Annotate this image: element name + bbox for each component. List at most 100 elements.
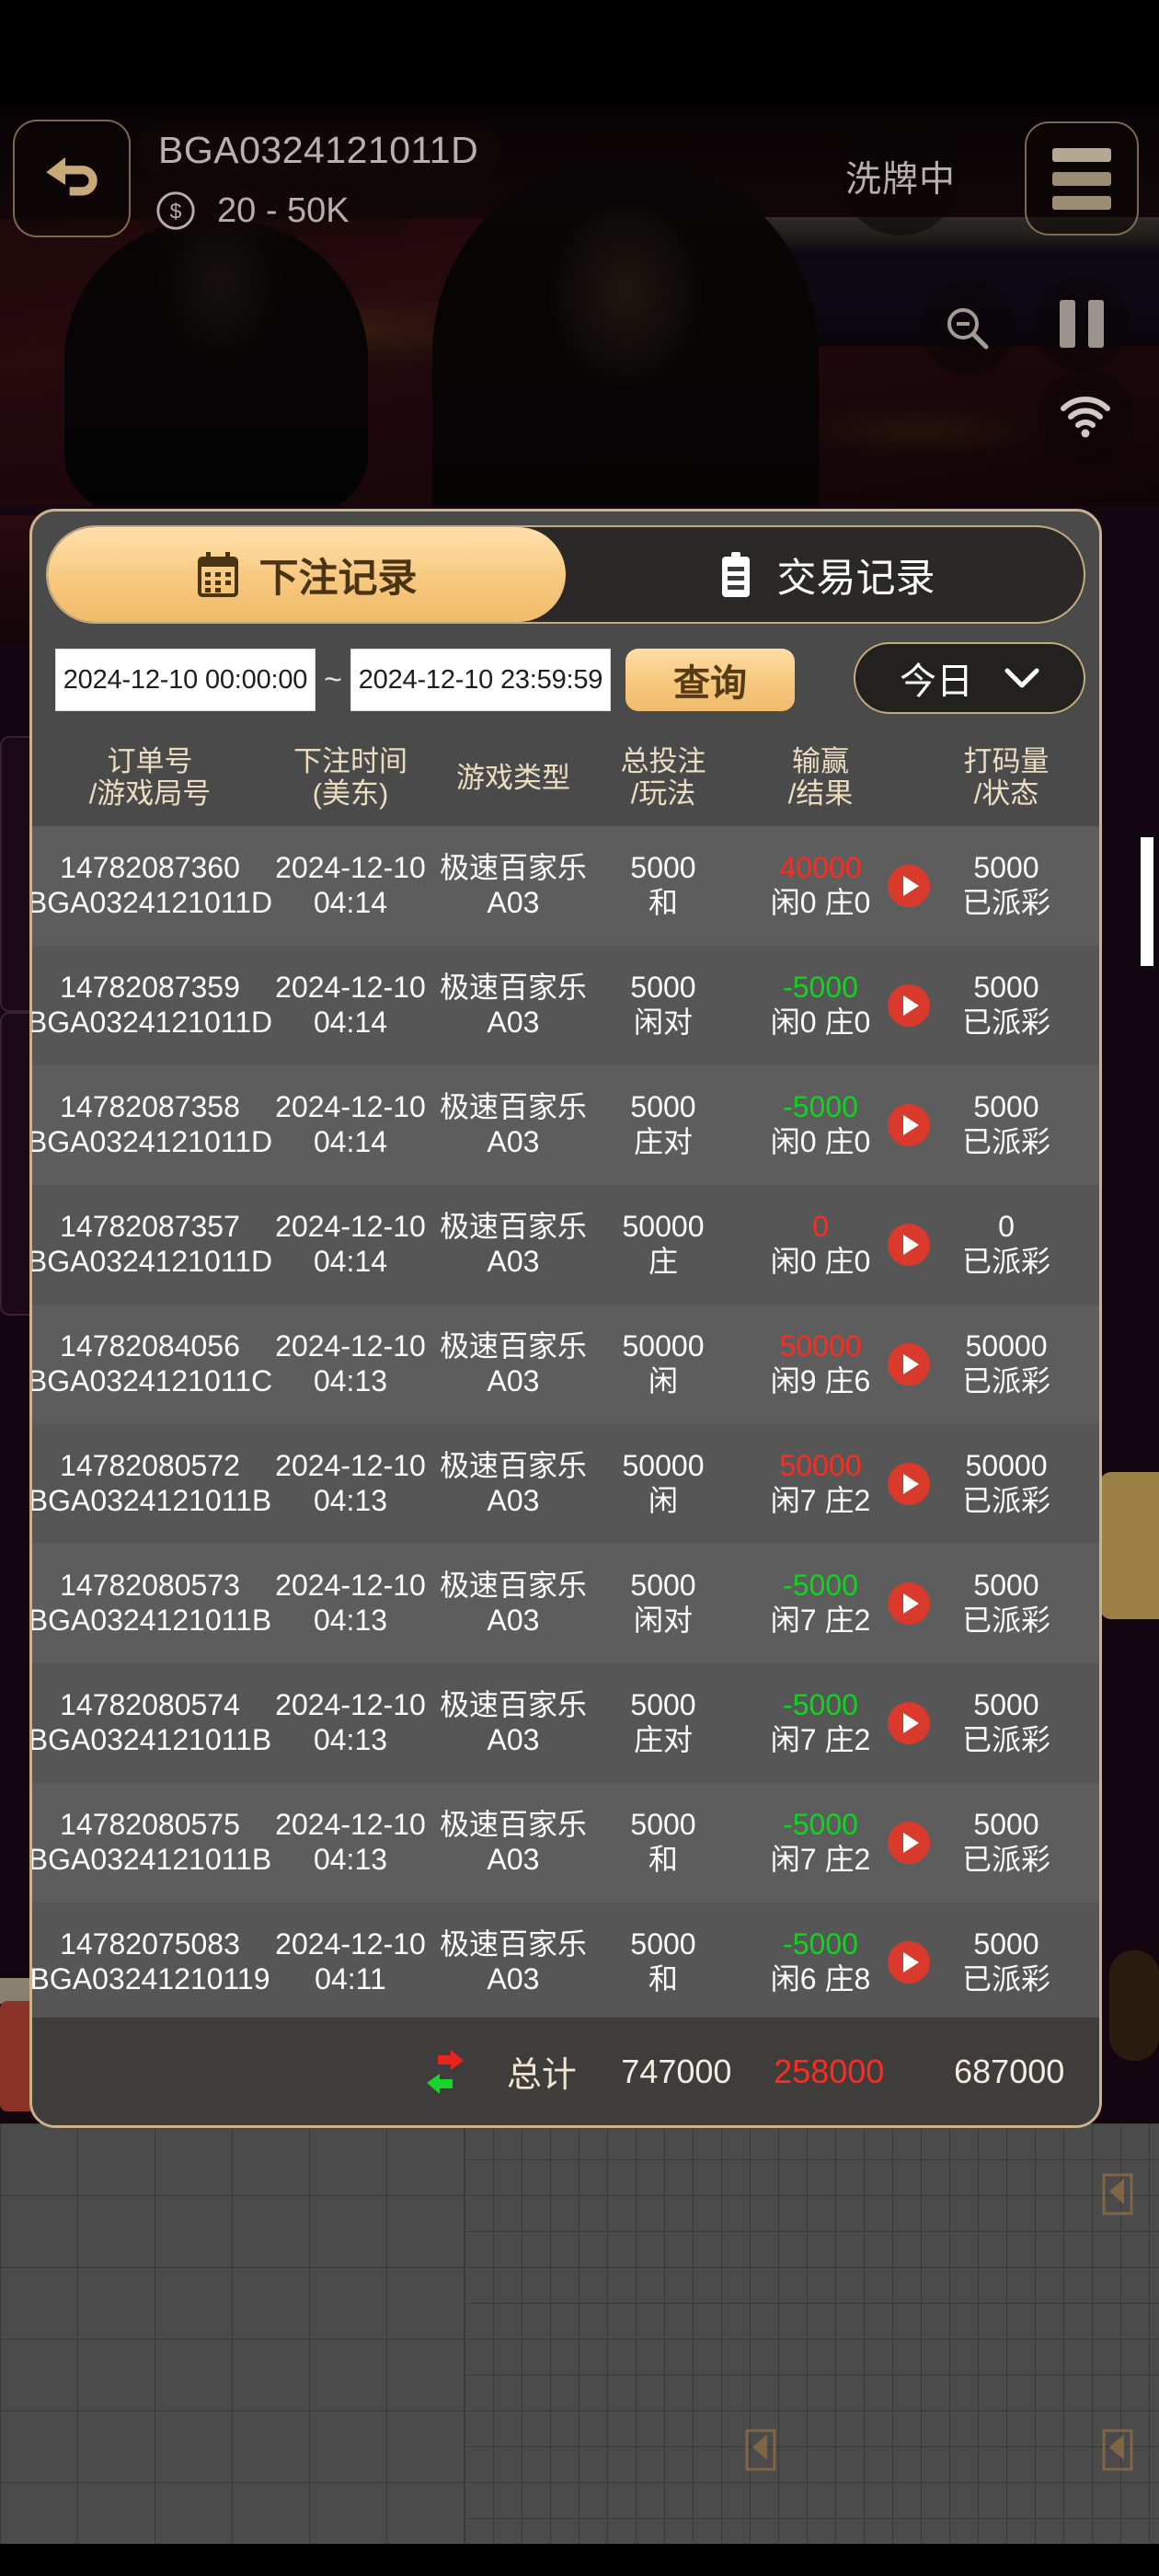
zoom-out-button[interactable] bbox=[920, 281, 1016, 376]
svg-text:$: $ bbox=[170, 200, 182, 224]
date-range-separator: ~ bbox=[324, 661, 342, 697]
play-icon[interactable] bbox=[888, 865, 930, 907]
play-icon[interactable] bbox=[888, 1582, 930, 1625]
network-status-button[interactable] bbox=[1038, 368, 1133, 464]
date-range-value: 今日 bbox=[900, 661, 973, 702]
cell-bet-time: 2024-12-10 04:13 bbox=[275, 1449, 426, 1517]
tab-betting-records-label: 下注记录 bbox=[258, 556, 418, 601]
background-decor-right-1 bbox=[1100, 1472, 1159, 1619]
cell-total-bet: 50000 闲 bbox=[622, 1449, 705, 1517]
play-icon[interactable] bbox=[888, 984, 930, 1027]
cell-order-no: 14782075083 BGA03241210119 bbox=[32, 1927, 270, 1995]
play-icon[interactable] bbox=[888, 1822, 930, 1864]
cell-turnover: 5000 已派彩 bbox=[961, 971, 1050, 1039]
date-range-select[interactable]: 今日 bbox=[854, 642, 1085, 714]
records-list[interactable]: 14782087360 BGA0324121011D 2024-12-10 04:14… bbox=[32, 826, 1099, 2022]
big-road-grid bbox=[0, 2123, 465, 2544]
cell-order-no: 14782080572 BGA0324121011B bbox=[32, 1449, 272, 1517]
cell-win-loss: -5000 闲0 庄0 bbox=[733, 971, 930, 1041]
table-footer-total: 总计 747000 258000 687000 bbox=[32, 2017, 1099, 2125]
table-row[interactable]: 14782080575 BGA0324121011B 2024-12-10 04:13… bbox=[32, 1783, 1099, 1903]
header-win-loss: 输赢 /结果 bbox=[787, 745, 854, 810]
game-status-badge: 洗牌中 bbox=[842, 118, 959, 236]
cell-win-loss: 50000 闲7 庄2 bbox=[733, 1449, 930, 1519]
play-icon[interactable] bbox=[888, 1104, 930, 1146]
cell-bet-time: 2024-12-10 04:11 bbox=[275, 1927, 426, 1995]
wifi-icon bbox=[1061, 397, 1110, 438]
total-bet-value: 747000 bbox=[621, 2052, 732, 2090]
cell-bet-time: 2024-12-10 04:13 bbox=[275, 1569, 426, 1637]
cell-bet-time: 2024-12-10 04:14 bbox=[275, 1090, 426, 1158]
pause-button[interactable] bbox=[1034, 276, 1130, 372]
cell-total-bet: 5000 庄对 bbox=[630, 1090, 696, 1158]
cell-total-bet: 50000 庄 bbox=[622, 1210, 705, 1278]
search-button[interactable]: 查询 bbox=[625, 649, 795, 711]
table-row[interactable]: 14782080573 BGA0324121011B 2024-12-10 04:13… bbox=[32, 1544, 1099, 1663]
play-icon[interactable] bbox=[888, 1941, 930, 1984]
table-row[interactable]: 14782087358 BGA0324121011D 2024-12-10 04:14… bbox=[32, 1065, 1099, 1185]
cell-game-type: 极速百家乐 A03 bbox=[439, 1449, 587, 1517]
table-row[interactable]: 14782075083 BGA03241210119 2024-12-10 04:11… bbox=[32, 1903, 1099, 2022]
zoom-out-icon bbox=[947, 308, 989, 350]
back-button[interactable] bbox=[13, 120, 131, 237]
expand-icon-3[interactable] bbox=[1100, 2427, 1135, 2473]
cell-order-no: 14782087357 BGA0324121011D bbox=[32, 1210, 273, 1278]
menu-button[interactable] bbox=[1025, 121, 1139, 236]
expand-icon[interactable] bbox=[1100, 2171, 1135, 2217]
cell-total-bet: 5000 和 bbox=[630, 1927, 696, 1995]
table-row[interactable]: 14782080574 BGA0324121011B 2024-12-10 04:13… bbox=[32, 1663, 1099, 1783]
cell-turnover: 5000 已派彩 bbox=[961, 1688, 1050, 1756]
cell-win-loss: -5000 闲7 庄2 bbox=[733, 1808, 930, 1878]
roadmap-area[interactable] bbox=[0, 2123, 1159, 2544]
start-date-input[interactable]: 2024-12-10 00:00:00 bbox=[55, 649, 316, 711]
table-row[interactable]: 14782087357 BGA0324121011D 2024-12-10 04:14… bbox=[32, 1185, 1099, 1305]
dealer-primary bbox=[432, 164, 819, 506]
table-row[interactable]: 14782087360 BGA0324121011D 2024-12-10 04:14… bbox=[32, 826, 1099, 946]
hamburger-menu-icon bbox=[1052, 147, 1111, 162]
scrollbar-thumb[interactable] bbox=[1141, 837, 1153, 966]
records-modal: 下注记录 交易记录 2024 bbox=[29, 509, 1102, 2128]
bet-limit-chip[interactable]: $ 20 - 50K bbox=[136, 184, 412, 237]
tab-betting-records[interactable]: 下注记录 bbox=[48, 527, 566, 622]
cell-win-loss: -5000 闲6 庄8 bbox=[733, 1927, 930, 1997]
records-tabs: 下注记录 交易记录 bbox=[46, 525, 1085, 624]
tab-transaction-records[interactable]: 交易记录 bbox=[566, 527, 1084, 622]
header-total-bet: 总投注 /玩法 bbox=[620, 745, 706, 810]
table-row[interactable]: 14782087359 BGA0324121011D 2024-12-10 04:14… bbox=[32, 946, 1099, 1065]
play-icon[interactable] bbox=[888, 1343, 930, 1386]
cell-win-loss: 50000 闲9 庄6 bbox=[733, 1329, 930, 1399]
game-status-label: 洗牌中 bbox=[844, 160, 956, 200]
cell-game-type: 极速百家乐 A03 bbox=[439, 971, 587, 1039]
refresh-button[interactable] bbox=[416, 2046, 475, 2098]
cell-game-type: 极速百家乐 A03 bbox=[439, 1569, 587, 1637]
dealer-secondary bbox=[64, 219, 368, 506]
cell-order-no: 14782084056 BGA0324121011C bbox=[32, 1329, 273, 1397]
play-icon[interactable] bbox=[888, 1463, 930, 1505]
hamburger-menu-icon-bar3 bbox=[1052, 195, 1111, 210]
bead-road-grid bbox=[465, 2123, 1159, 2544]
play-icon[interactable] bbox=[888, 1702, 930, 1744]
cell-game-type: 极速百家乐 A03 bbox=[439, 1090, 587, 1158]
cell-total-bet: 5000 庄对 bbox=[630, 1688, 696, 1756]
cell-turnover: 5000 已派彩 bbox=[961, 1927, 1050, 1995]
cell-total-bet: 5000 和 bbox=[630, 851, 696, 919]
calendar-icon bbox=[197, 551, 238, 597]
scrollbar-track[interactable] bbox=[1141, 833, 1153, 2121]
cell-bet-time: 2024-12-10 04:14 bbox=[275, 971, 426, 1039]
table-row[interactable]: 14782084056 BGA0324121011C 2024-12-10 04:13… bbox=[32, 1305, 1099, 1424]
expand-icon-2[interactable] bbox=[743, 2427, 778, 2473]
table-row[interactable]: 14782080572 BGA0324121011B 2024-12-10 04:13… bbox=[32, 1424, 1099, 1544]
cell-game-type: 极速百家乐 A03 bbox=[439, 1329, 587, 1397]
table-header: 订单号 /游戏局号 下注时间 (美东) 游戏类型 总投注 /玩法 输赢 /结果 bbox=[32, 730, 1099, 826]
play-icon[interactable] bbox=[888, 1224, 930, 1266]
table-id-label: BGA0324121011D bbox=[158, 128, 479, 171]
cell-turnover: 5000 已派彩 bbox=[961, 1090, 1050, 1158]
total-label: 总计 bbox=[506, 2056, 577, 2095]
cell-win-loss: 40000 闲0 庄0 bbox=[733, 851, 930, 921]
cell-order-no: 14782087360 BGA0324121011D bbox=[32, 851, 273, 919]
cell-total-bet: 50000 闲 bbox=[622, 1329, 705, 1397]
cell-win-loss: -5000 闲7 庄2 bbox=[733, 1688, 930, 1758]
end-date-input[interactable]: 2024-12-10 23:59:59 bbox=[350, 649, 611, 711]
bet-limit-label: 20 - 50K bbox=[217, 190, 350, 230]
